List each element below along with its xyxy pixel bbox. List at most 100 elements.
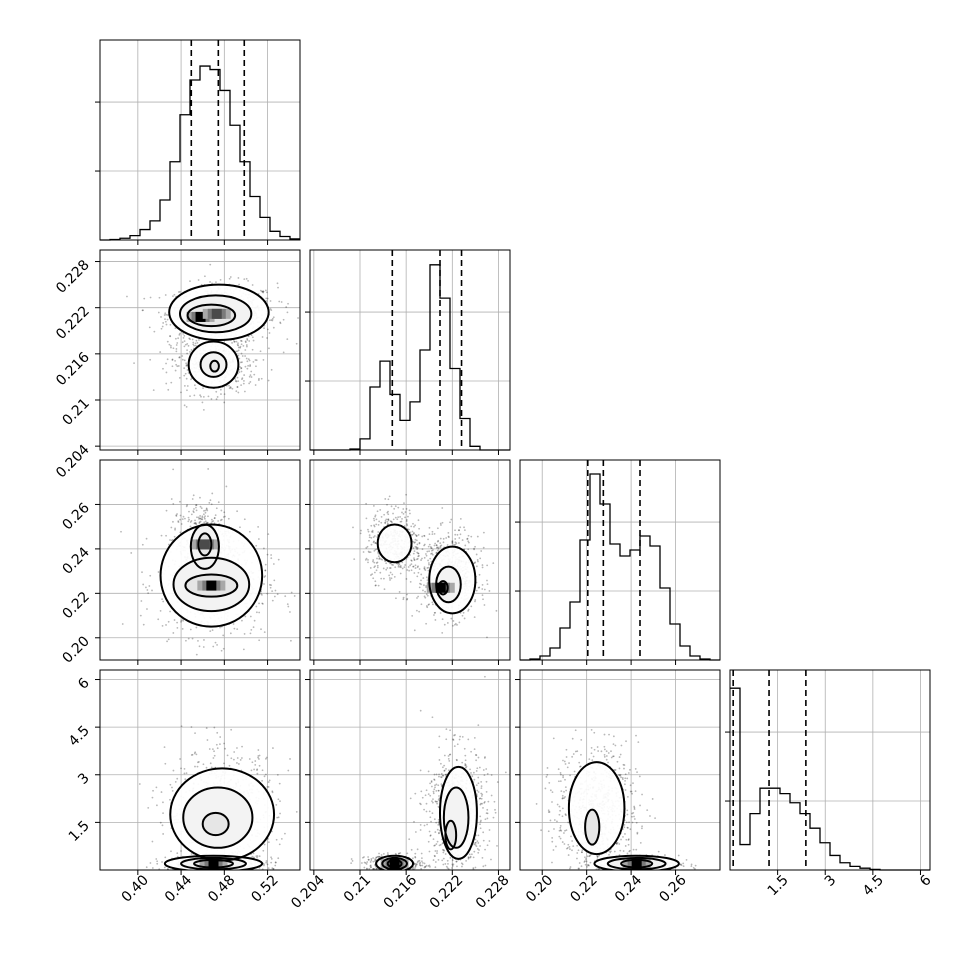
- sample-point: [254, 763, 257, 766]
- sample-point: [261, 290, 264, 293]
- sample-point: [204, 515, 207, 518]
- sample-point: [430, 547, 432, 549]
- sample-point: [435, 544, 438, 547]
- sample-point: [277, 558, 280, 561]
- sample-point: [261, 336, 264, 338]
- sample-point: [165, 509, 168, 512]
- sample-point: [266, 863, 269, 866]
- sample-point: [201, 401, 204, 404]
- panel-content: [100, 460, 300, 660]
- sample-point: [185, 364, 188, 366]
- sample-point: [190, 378, 192, 381]
- sample-point: [459, 518, 462, 520]
- sample-point: [418, 610, 421, 613]
- sample-point: [397, 506, 400, 509]
- sample-point: [404, 516, 406, 519]
- sample-point: [270, 557, 273, 560]
- sample-point: [377, 523, 380, 526]
- sample-point: [189, 628, 192, 631]
- sample-point: [374, 514, 377, 517]
- sample-point: [195, 506, 197, 509]
- histogram-step: [520, 473, 720, 661]
- sample-point: [422, 589, 424, 592]
- sample-point: [159, 609, 162, 612]
- sample-point: [426, 594, 429, 597]
- sample-point: [433, 611, 436, 614]
- sample-point: [146, 608, 148, 610]
- density-cell: [195, 311, 206, 322]
- panel-content: [310, 460, 510, 660]
- sample-point: [271, 599, 274, 602]
- sample-point: [214, 514, 217, 517]
- sample-point: [170, 346, 172, 349]
- sample-point: [479, 557, 482, 560]
- x-tick-label: 6: [917, 872, 935, 890]
- sample-point: [269, 308, 272, 310]
- sample-point: [258, 855, 261, 858]
- sample-point: [244, 341, 247, 344]
- sample-point: [174, 337, 177, 340]
- sample-point: [257, 538, 260, 540]
- sample-point: [189, 350, 191, 353]
- sample-point: [179, 531, 182, 534]
- sample-point: [383, 577, 385, 580]
- sample-point: [371, 531, 374, 533]
- sample-point: [183, 374, 186, 377]
- sample-point: [177, 337, 180, 340]
- sample-point: [447, 536, 450, 539]
- sample-point: [486, 583, 489, 586]
- sample-point: [441, 618, 444, 621]
- sample-point: [195, 509, 198, 512]
- sample-point: [191, 498, 194, 500]
- sample-point: [406, 524, 409, 527]
- sample-point: [157, 618, 160, 621]
- sample-point: [272, 867, 275, 870]
- sample-point: [257, 749, 260, 751]
- sample-point: [384, 520, 387, 522]
- sample-point: [405, 508, 408, 510]
- sample-point: [216, 396, 219, 398]
- sample-point: [258, 377, 260, 380]
- sample-point: [373, 550, 376, 552]
- sample-point: [199, 520, 202, 523]
- sample-point: [191, 637, 194, 640]
- sample-point: [290, 591, 293, 594]
- sample-point: [474, 600, 476, 603]
- sample-point: [171, 358, 174, 361]
- sample-point: [382, 567, 385, 570]
- sample-point: [374, 580, 377, 583]
- sample-point: [433, 532, 436, 535]
- sample-point: [191, 338, 194, 341]
- sample-point: [442, 537, 445, 540]
- sample-point: [455, 542, 458, 545]
- sample-point: [158, 296, 161, 299]
- sample-point: [174, 327, 177, 330]
- sample-point: [223, 393, 226, 396]
- sample-point: [402, 598, 405, 601]
- sample-point: [412, 547, 415, 549]
- sample-point: [243, 633, 246, 635]
- sample-point: [413, 541, 416, 544]
- sample-point: [387, 518, 390, 521]
- sample-point: [272, 326, 275, 329]
- sample-point: [271, 590, 274, 593]
- sample-point: [308, 301, 310, 303]
- sample-point: [265, 289, 267, 292]
- sample-point: [171, 365, 174, 368]
- sample-point: [175, 348, 178, 350]
- sample-point: [199, 505, 202, 508]
- sample-point: [420, 579, 422, 582]
- sample-point: [251, 284, 254, 286]
- sample-point: [257, 755, 260, 757]
- sample-point: [416, 546, 419, 549]
- sample-point: [210, 503, 213, 506]
- sample-point: [253, 619, 256, 622]
- sample-point: [433, 614, 435, 616]
- sample-point: [372, 560, 374, 563]
- sample-point: [250, 370, 253, 373]
- contour-fill: [377, 524, 412, 563]
- sample-point: [370, 543, 373, 546]
- sample-point: [194, 522, 196, 525]
- sample-point: [264, 563, 267, 566]
- sample-point: [169, 335, 172, 338]
